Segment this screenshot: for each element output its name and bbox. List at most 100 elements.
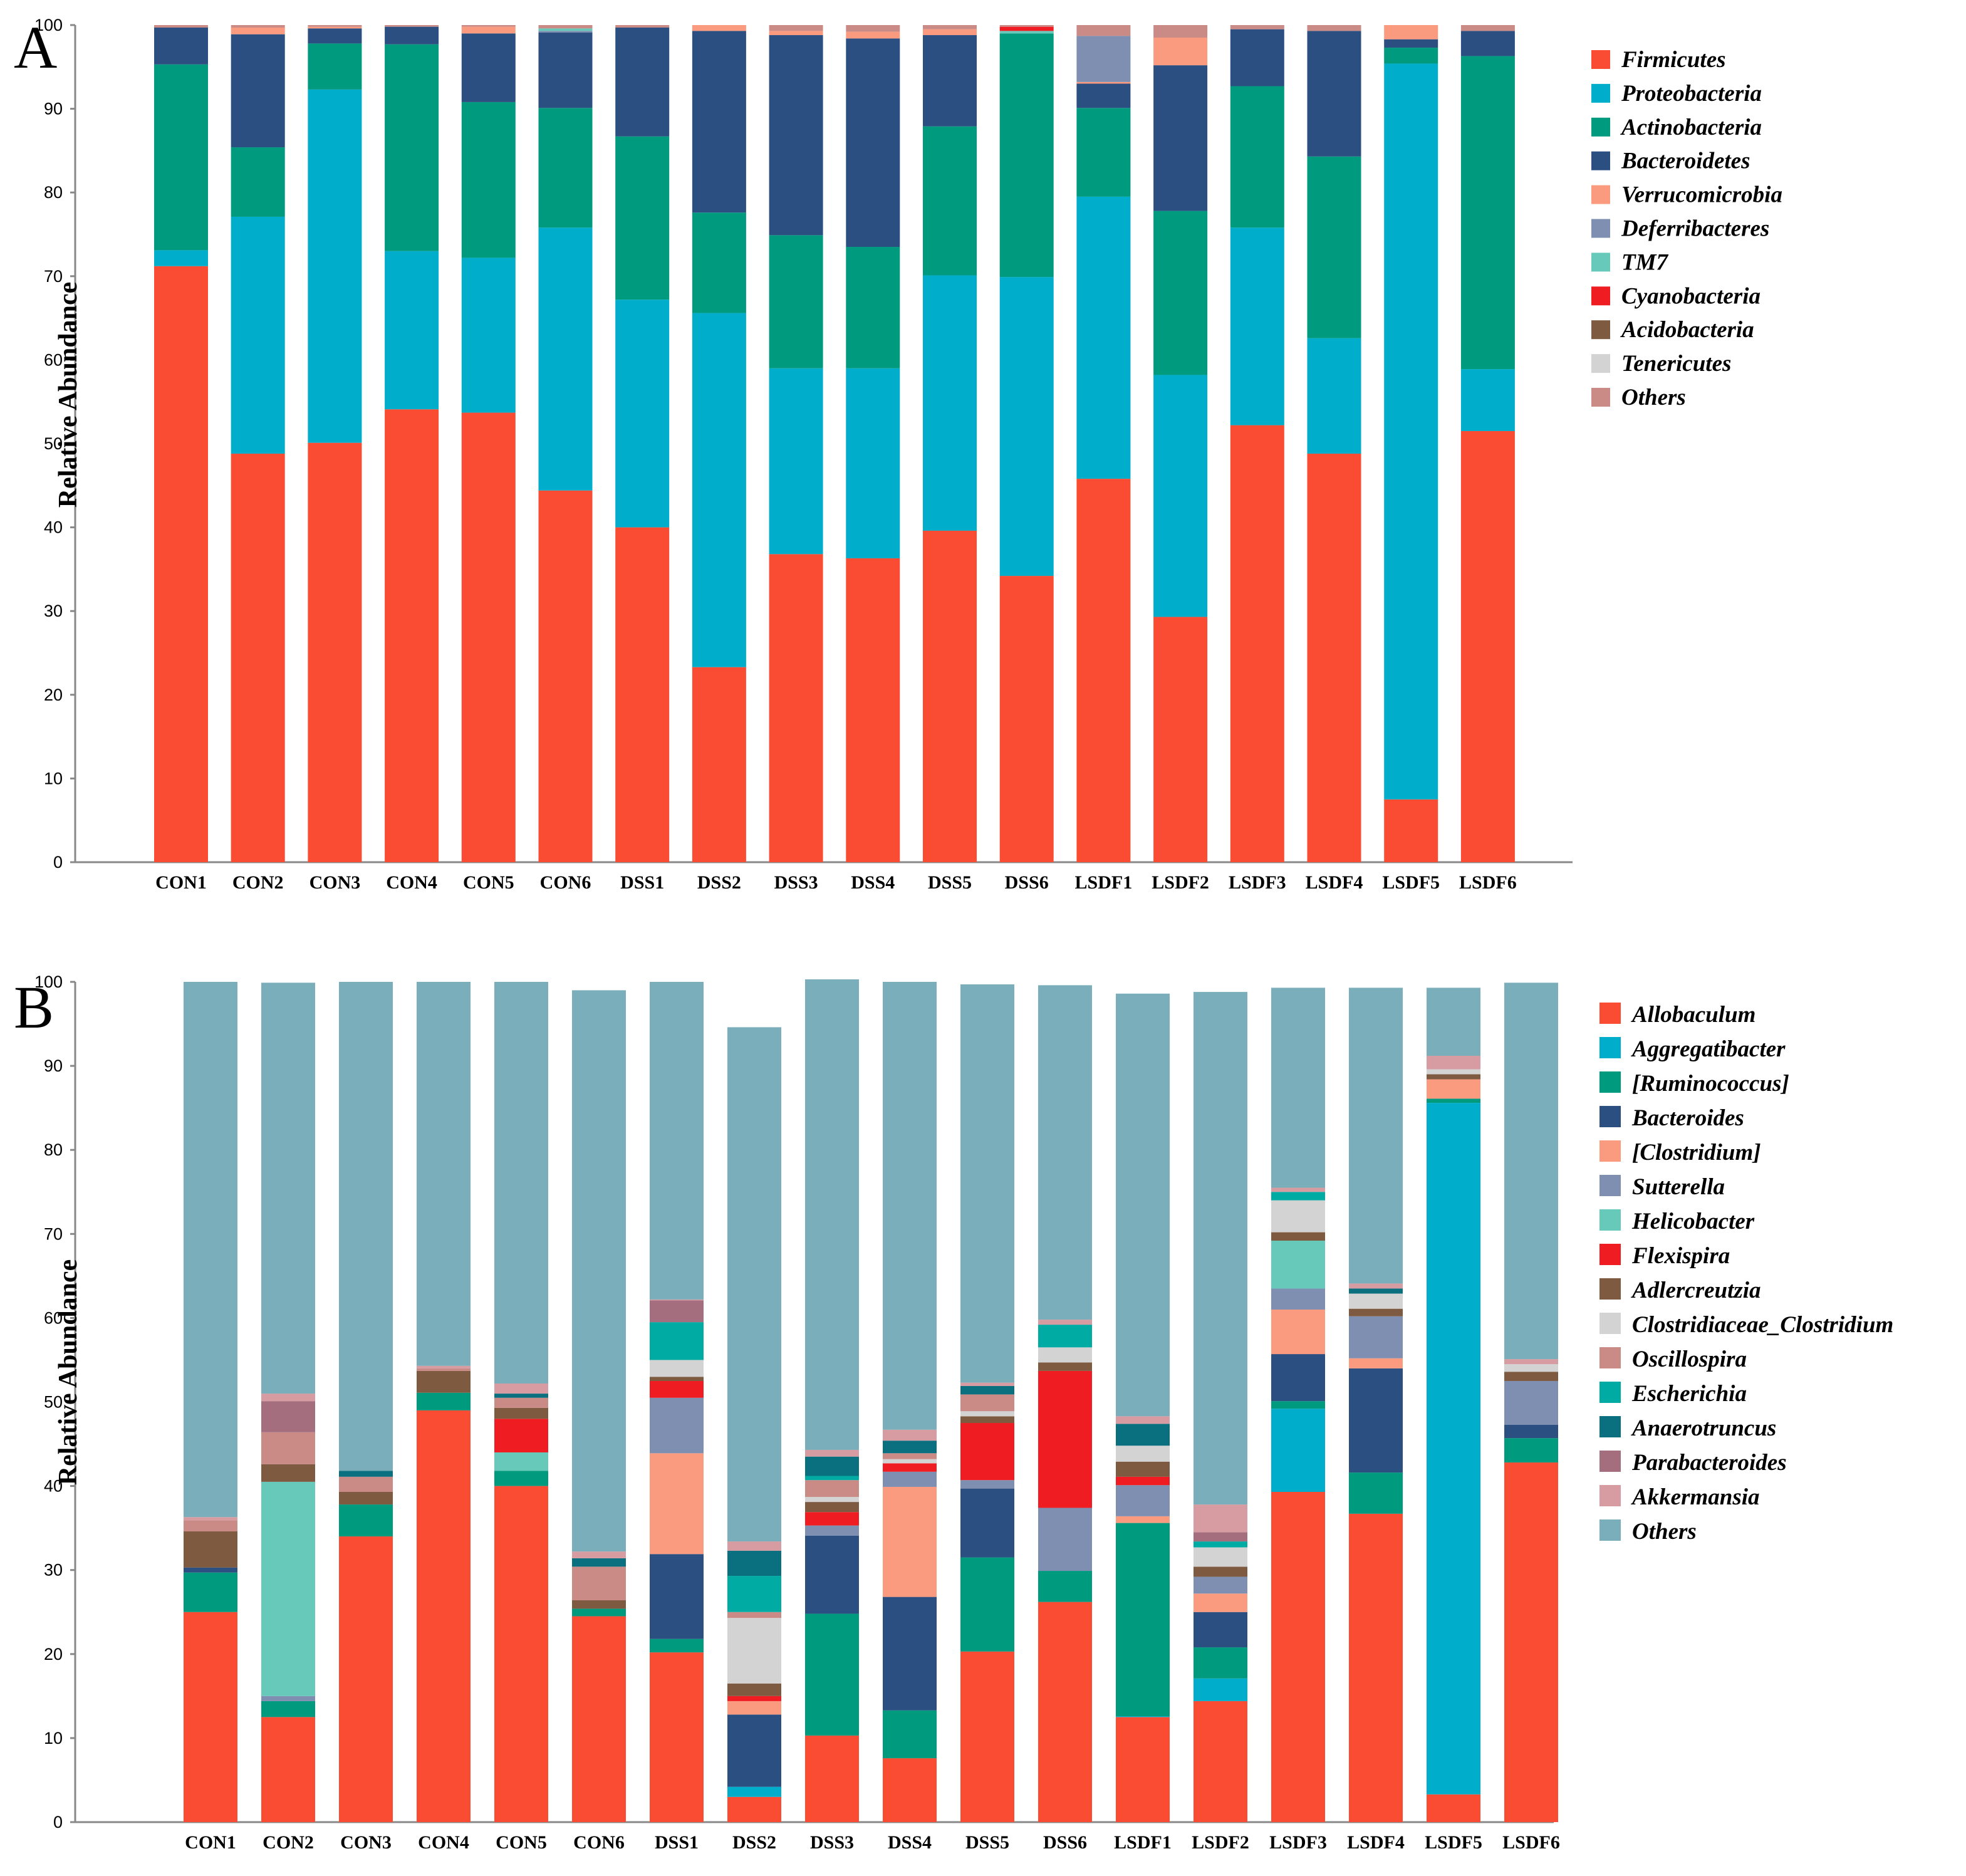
bar-segment-clostridiaceae-clostridium bbox=[1349, 1293, 1403, 1309]
bar-segment-others bbox=[923, 25, 977, 29]
legend-label: Actinobacteria bbox=[1620, 115, 1762, 140]
bar-segment-verrucomicrobia bbox=[308, 26, 362, 29]
bar-segment-allobaculum bbox=[1271, 1491, 1325, 1822]
bar-segment-allobaculum bbox=[650, 1652, 704, 1822]
x-tick-label: LSDF2 bbox=[1152, 872, 1209, 893]
bar-segment-parabacteroides bbox=[261, 1401, 315, 1432]
x-tick-label: CON1 bbox=[155, 872, 207, 893]
bar-segment-others bbox=[615, 25, 670, 28]
bar-segment-bacteroidetes bbox=[538, 33, 593, 108]
x-tick-label: LSDF1 bbox=[1114, 1832, 1172, 1853]
y-tick-label: 80 bbox=[44, 183, 63, 202]
bar-segment-adlercreutzia bbox=[650, 1377, 704, 1381]
bar-segment-actinobacteria bbox=[461, 102, 516, 258]
bar-segment-sutterella bbox=[1504, 1380, 1558, 1425]
chart-panel-a: 0 10 20 30 40 50 60 70 80 90 100 Relative Abundance… bbox=[34, 16, 1782, 893]
bar-segment-bacteroides bbox=[960, 1488, 1014, 1558]
legend-label: Tenericutes bbox=[1621, 351, 1731, 377]
bar-segment--clostridium- bbox=[1427, 1079, 1480, 1099]
chart-panel-b: 0 10 20 30 40 50 60 70 80 90 100 Relative Abundance… bbox=[34, 972, 1893, 1853]
y-tick-label: 40 bbox=[44, 518, 63, 537]
bar-segment-akkermansia bbox=[805, 1449, 859, 1457]
bar-segment-bacteroidetes bbox=[1384, 39, 1438, 48]
bar-segment-others bbox=[1076, 25, 1131, 36]
bar-segment-others bbox=[1271, 988, 1325, 1188]
bar-segment-others bbox=[769, 25, 823, 31]
x-tick-label: LSDF3 bbox=[1269, 1832, 1327, 1853]
bar-segment-others bbox=[805, 979, 859, 1450]
bar-segment-actinobacteria bbox=[769, 235, 823, 368]
bar-segment-adlercreutzia bbox=[1427, 1074, 1480, 1080]
bar-segment-others bbox=[1038, 985, 1092, 1320]
legend-swatch bbox=[1591, 354, 1610, 373]
bar-segment-proteobacteria bbox=[999, 277, 1054, 576]
x-tick-label: DSS4 bbox=[888, 1832, 932, 1853]
bar-segment-aggregatibacter bbox=[1194, 1678, 1247, 1701]
bar-segment-bacteroides bbox=[650, 1554, 704, 1639]
legend-label: Deferribacteres bbox=[1621, 216, 1769, 242]
bar-segment-sutterella bbox=[261, 1696, 315, 1701]
bar-segment-bacteroidetes bbox=[692, 31, 746, 213]
y-tick-label: 90 bbox=[44, 100, 63, 118]
legend-label: Adlercreutzia bbox=[1631, 1278, 1761, 1303]
bar-segment-oscillospira bbox=[572, 1566, 626, 1600]
bar-segment-clostridiaceae-clostridium bbox=[650, 1360, 704, 1377]
x-tick-label: LSDF5 bbox=[1382, 872, 1440, 893]
bar-segment-aggregatibacter bbox=[1116, 1716, 1170, 1717]
bar-segment-others bbox=[1307, 25, 1361, 31]
bar-segment-allobaculum bbox=[572, 1616, 626, 1822]
bar-segment-parabacteroides bbox=[650, 1300, 704, 1323]
bar-segment-actinobacteria bbox=[154, 64, 208, 251]
bar-segment-flexispira bbox=[650, 1380, 704, 1398]
bar-segment-others bbox=[846, 25, 900, 32]
bar-segment-bacteroidetes bbox=[1076, 83, 1131, 108]
bar-segment-others bbox=[1504, 982, 1558, 1360]
legend-label: Aggregatibacter bbox=[1631, 1036, 1786, 1062]
legend-label: TM7 bbox=[1621, 249, 1669, 275]
x-tick-label: LSDF4 bbox=[1347, 1832, 1405, 1853]
bar-segment-flexispira bbox=[960, 1423, 1014, 1481]
legend-label: Anaerotruncus bbox=[1631, 1415, 1776, 1441]
bar-segment-akkermansia bbox=[960, 1382, 1014, 1387]
legend-swatch bbox=[1591, 320, 1610, 340]
bar-segment-helicobacter bbox=[494, 1452, 548, 1471]
bar-segment-others bbox=[960, 984, 1014, 1383]
legend-swatch bbox=[1591, 219, 1610, 238]
bar-segment-oscillospira bbox=[417, 1368, 471, 1371]
bar-segment-actinobacteria bbox=[692, 212, 746, 313]
x-tick-label: DSS1 bbox=[655, 1832, 699, 1853]
bar-segment-sutterella bbox=[960, 1480, 1014, 1489]
x-tick-label: CON5 bbox=[496, 1832, 547, 1853]
bar-segment-clostridiaceae-clostridium bbox=[805, 1497, 859, 1503]
bar-segment-anaerotruncus bbox=[339, 1471, 393, 1477]
bar-segment-anaerotruncus bbox=[1349, 1288, 1403, 1294]
bar-segment-proteobacteria bbox=[1230, 227, 1284, 425]
legend-swatch bbox=[1599, 1451, 1621, 1472]
bar-segment-proteobacteria bbox=[461, 258, 516, 413]
bar-segment-clostridiaceae-clostridium bbox=[1038, 1347, 1092, 1363]
legend-label: [Clostridium] bbox=[1632, 1140, 1761, 1165]
bar-segment-bacteroides bbox=[1194, 1612, 1247, 1648]
y-tick-label: 20 bbox=[44, 685, 63, 704]
x-tick-label: CON2 bbox=[263, 1832, 314, 1853]
bar-segment-proteobacteria bbox=[769, 368, 823, 555]
legend-label: Bacteroidetes bbox=[1621, 149, 1750, 174]
bar-segment-actinobacteria bbox=[308, 43, 362, 90]
bar-segment-anaerotruncus bbox=[805, 1456, 859, 1476]
bar-segment-akkermansia bbox=[417, 1365, 471, 1368]
bar-segment-verrucomicrobia bbox=[1384, 25, 1438, 39]
bar-segment-proteobacteria bbox=[692, 313, 746, 667]
bar-segment-akkermansia bbox=[1194, 1504, 1247, 1533]
bar-segment-bacteroides bbox=[727, 1714, 781, 1787]
bar-segment-flexispira bbox=[805, 1512, 859, 1526]
x-tick-label: DSS2 bbox=[732, 1832, 776, 1853]
x-tick-label: DSS4 bbox=[851, 872, 895, 893]
bar-segment-actinobacteria bbox=[1384, 48, 1438, 64]
bar-segment-bacteroidetes bbox=[923, 35, 977, 127]
bar-segment-bacteroides bbox=[805, 1535, 859, 1614]
bar-segment-bacteroides bbox=[1349, 1368, 1403, 1473]
bar-segment-others bbox=[184, 982, 237, 1518]
y-tick-label: 100 bbox=[34, 16, 63, 34]
legend-swatch bbox=[1591, 151, 1610, 170]
bar-segment-firmicutes bbox=[308, 442, 362, 862]
